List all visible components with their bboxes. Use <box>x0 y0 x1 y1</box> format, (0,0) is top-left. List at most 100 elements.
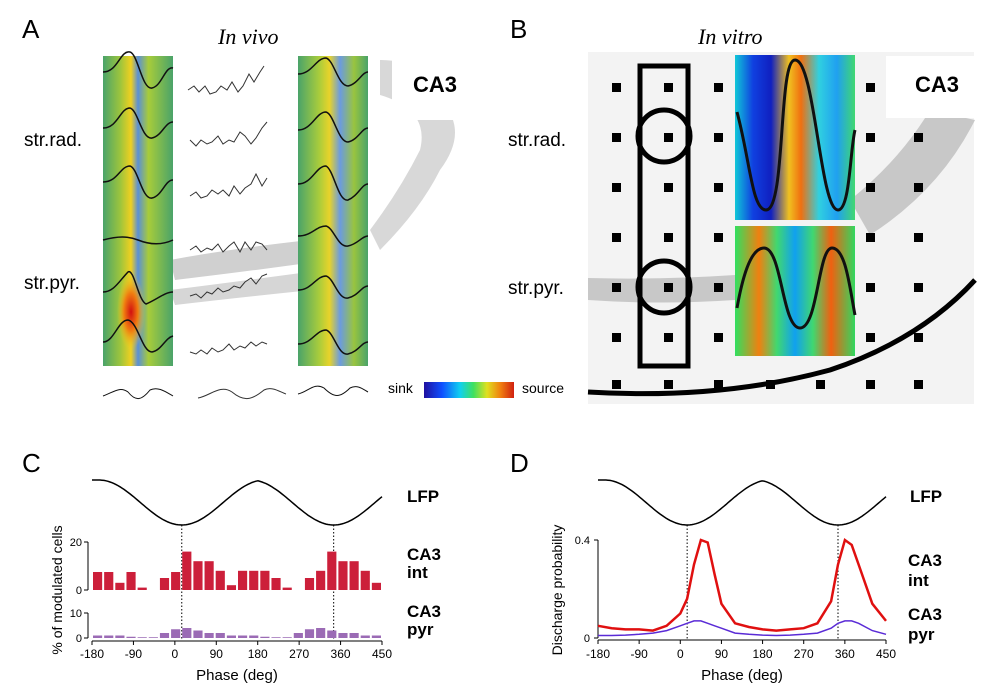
x-tick-label: -90 <box>630 647 648 661</box>
bar-int <box>304 578 315 590</box>
series-label: pyr <box>407 620 434 639</box>
bar-pyr <box>126 636 136 638</box>
bar-pyr <box>159 633 170 638</box>
x-tick-label: 270 <box>289 647 309 661</box>
bar-pyr <box>238 635 248 638</box>
x-tick-label: 360 <box>835 647 855 661</box>
panel-b-layer-pyr: str.pyr. <box>508 278 564 299</box>
bar-int <box>338 561 348 590</box>
x-tick-label: 180 <box>248 647 268 661</box>
bar-pyr <box>104 635 114 638</box>
panel-b-region-label: CA3 <box>915 72 960 97</box>
bar-int <box>93 572 103 590</box>
series-label: int <box>407 563 428 582</box>
x-tick-label: 90 <box>210 647 224 661</box>
y-tick-label: 0.4 <box>575 535 590 547</box>
bar-pyr <box>249 635 259 638</box>
y-tick-label: 20 <box>70 537 82 549</box>
bar-int <box>137 587 147 590</box>
bar-int <box>282 587 292 590</box>
bar-pyr <box>171 629 181 638</box>
bar-pyr <box>148 637 158 638</box>
bar-int <box>182 551 192 590</box>
series-line-int <box>597 537 887 632</box>
bar-int <box>226 585 236 590</box>
bar-pyr <box>260 636 270 638</box>
bar-pyr <box>282 637 292 638</box>
panel-a-title: In vivo <box>218 24 279 49</box>
bar-pyr <box>115 635 125 638</box>
bar-pyr <box>338 633 348 638</box>
bar-int <box>104 572 114 590</box>
bar-pyr <box>204 633 214 638</box>
bar-pyr <box>182 628 192 638</box>
x-tick-label: 450 <box>372 647 392 661</box>
series-label: CA3 <box>908 605 942 624</box>
bar-int <box>316 570 326 590</box>
x-tick-label: 270 <box>794 647 814 661</box>
x-tick-label: 0 <box>677 647 684 661</box>
bar-int <box>171 572 181 590</box>
bar-int <box>193 561 203 590</box>
x-tick-label: 450 <box>876 647 896 661</box>
x-tick-label: -90 <box>125 647 143 661</box>
y-tick-label: 0 <box>76 633 82 645</box>
bar-int <box>371 582 381 590</box>
bar-pyr <box>360 635 370 638</box>
bar-pyr <box>215 633 225 638</box>
bar-int <box>159 578 170 590</box>
series-label: CA3 <box>908 551 942 570</box>
bar-pyr <box>137 637 147 638</box>
panel-b-letter: B <box>510 14 528 44</box>
bar-pyr <box>349 633 359 638</box>
x-tick-label: 90 <box>715 647 729 661</box>
bar-pyr <box>316 628 326 638</box>
panel-a-region-label: CA3 <box>413 72 458 97</box>
y-tick-label: 0 <box>584 633 590 645</box>
bar-pyr <box>371 635 381 638</box>
x-tick-label: 360 <box>331 647 351 661</box>
bar-pyr <box>193 630 203 638</box>
x-tick-label: 0 <box>172 647 179 661</box>
bar-int <box>349 561 359 590</box>
bar-pyr <box>293 633 303 638</box>
bar-int <box>327 551 337 590</box>
panel-b-title: In vitro <box>698 24 763 49</box>
y-tick-label: 10 <box>70 608 82 620</box>
bar-pyr <box>327 630 337 638</box>
bar-int <box>260 570 270 590</box>
x-tick-label: -180 <box>80 647 104 661</box>
series-line-pyr <box>598 620 887 637</box>
series-label: CA3 <box>407 545 441 564</box>
bar-int <box>126 572 136 590</box>
bar-pyr <box>93 635 103 638</box>
bar-pyr <box>271 637 281 638</box>
colorbar-source-label: source <box>522 380 565 396</box>
bar-int <box>238 570 248 590</box>
bar-int <box>115 582 125 590</box>
panel-b-layer-rad: str.rad. <box>508 130 567 151</box>
series-label: pyr <box>908 625 935 644</box>
bar-int <box>249 570 259 590</box>
bar-pyr <box>226 635 236 638</box>
y-axis-title: Discharge probability <box>549 525 565 656</box>
lfp-trace <box>598 479 887 526</box>
bar-pyr <box>304 629 315 638</box>
y-tick-label: 0 <box>76 585 82 597</box>
panel-a-layer-rad: str.rad. <box>24 130 83 151</box>
lfp-label: LFP <box>910 487 942 506</box>
series-label: CA3 <box>407 602 441 621</box>
bar-int <box>204 561 214 590</box>
x-tick-label: -180 <box>586 647 610 661</box>
panel-d-letter: D <box>510 448 529 478</box>
colorbar-sink-label: sink <box>388 380 413 396</box>
panel-a-letter: A <box>22 14 40 44</box>
bar-int <box>360 570 370 590</box>
bar-int <box>271 578 281 590</box>
y-axis-title: % of modulated cells <box>49 525 65 654</box>
x-axis-title: Phase (deg) <box>701 667 783 684</box>
